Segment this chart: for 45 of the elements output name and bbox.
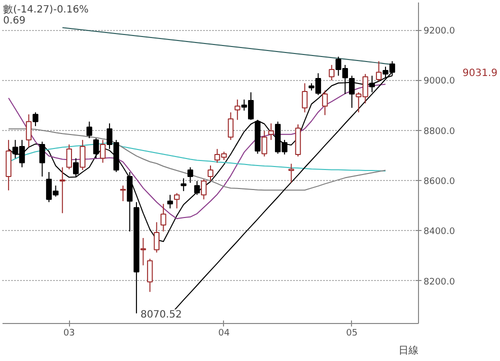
candlestick bbox=[302, 82, 308, 113]
candlestick bbox=[73, 158, 79, 178]
candlestick bbox=[60, 166, 66, 214]
candlestick bbox=[86, 121, 92, 139]
candlestick bbox=[328, 64, 335, 81]
annotation: 8070.52 bbox=[140, 309, 182, 320]
x-axis-title: 日線 bbox=[398, 346, 418, 356]
candlestick bbox=[66, 144, 72, 170]
candlestick bbox=[268, 122, 274, 140]
candlestick bbox=[187, 166, 194, 184]
annotation: 數(-14.27)-0.16% bbox=[3, 4, 89, 16]
candlestick bbox=[208, 165, 214, 182]
candlestick bbox=[376, 60, 382, 82]
candlestick bbox=[140, 237, 146, 266]
candlestick bbox=[80, 139, 86, 171]
candlestick bbox=[93, 138, 99, 159]
x-tick-label: 05 bbox=[346, 328, 358, 338]
y-tick-label: 8400.0 bbox=[424, 227, 456, 238]
y-tick-label: 9200.0 bbox=[424, 26, 456, 37]
annotation: 0.69 bbox=[3, 16, 26, 26]
candlestick bbox=[160, 203, 166, 232]
candlestick bbox=[147, 258, 153, 292]
candlestick bbox=[322, 90, 328, 116]
y-tick-label: 8800.0 bbox=[424, 126, 456, 137]
x-tick-label: 03 bbox=[63, 328, 75, 338]
y-tick-label: 8600.0 bbox=[424, 177, 456, 188]
candlestick bbox=[32, 112, 38, 127]
candlestick bbox=[200, 178, 207, 200]
text: 9031.9 bbox=[462, 68, 498, 80]
candlestick bbox=[39, 141, 46, 178]
candlestick bbox=[261, 130, 268, 157]
candlestick bbox=[234, 99, 240, 120]
candlestick bbox=[154, 222, 160, 254]
candlestick bbox=[288, 163, 294, 184]
candlestick bbox=[100, 139, 106, 164]
candlestick bbox=[228, 112, 234, 140]
x-tick-label: 04 bbox=[218, 328, 230, 338]
candlestick bbox=[194, 180, 200, 196]
candlestick bbox=[167, 194, 173, 209]
candlestick bbox=[26, 114, 32, 148]
candlestick bbox=[120, 185, 126, 202]
y-tick-label: 9000.0 bbox=[424, 76, 456, 87]
candlestick bbox=[174, 192, 180, 209]
candlestick bbox=[180, 178, 186, 192]
y-tick-label: 8200.0 bbox=[424, 277, 456, 288]
